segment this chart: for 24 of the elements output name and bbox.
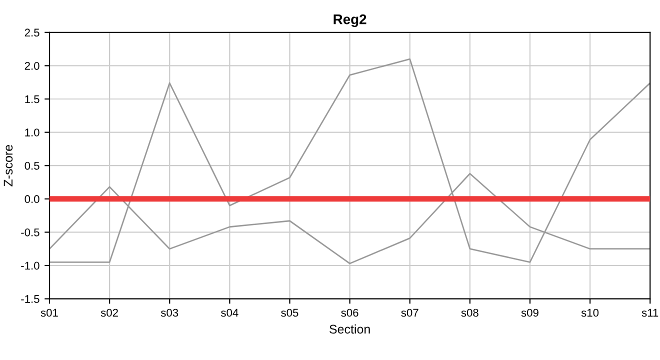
x-axis-title: Section — [330, 324, 370, 334]
y-tick-label: 0.0 — [24, 195, 40, 204]
y-tick-label: -1.0 — [21, 262, 40, 270]
y-tick-label: 2.0 — [24, 62, 40, 70]
x-tick-label: s03 — [160, 308, 178, 317]
x-tick-label: s10 — [581, 308, 599, 317]
x-tick-label: s04 — [221, 308, 238, 317]
x-tick-label: s05 — [281, 308, 298, 317]
x-tick-label: s02 — [100, 308, 118, 317]
x-tick-label: s06 — [341, 308, 358, 317]
chart-title: Reg2 — [334, 14, 366, 28]
line-series — [50, 58, 650, 263]
y-axis-title: Z-score — [4, 144, 13, 186]
y-tick-label: 1.5 — [25, 95, 40, 104]
x-tick-label: s11 — [642, 308, 658, 317]
y-tick-label: 0.5 — [24, 162, 40, 170]
x-tick-label: s07 — [401, 308, 418, 317]
y-tick-label: -1.5 — [21, 295, 40, 303]
x-tick-label: s01 — [40, 308, 58, 317]
x-tick-label: s09 — [521, 308, 538, 317]
y-tick-label: 1.0 — [25, 128, 40, 136]
y-tick-label: 2.5 — [24, 28, 40, 37]
y-tick-label: -0.5 — [21, 228, 40, 236]
x-tick-label: s08 — [461, 308, 478, 317]
